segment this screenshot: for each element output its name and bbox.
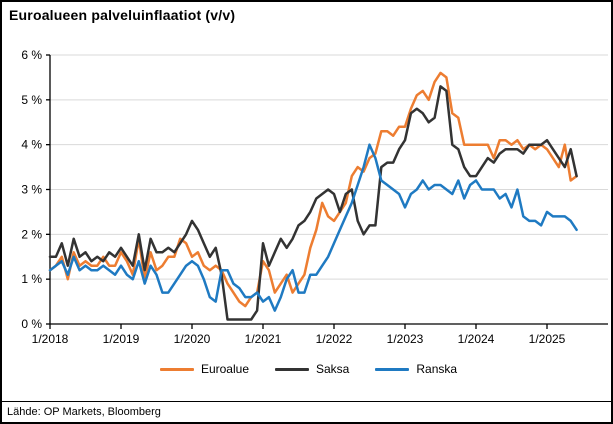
euroalue-line-swatch [159, 367, 194, 371]
y-tick-label: 5 % [21, 93, 42, 107]
y-tick-label: 4 % [21, 138, 42, 152]
x-tick-label: 1/2018 [32, 332, 69, 346]
saksa-line-swatch [275, 367, 309, 371]
x-tick-label: 1/2021 [245, 332, 282, 346]
y-tick-label: 2 % [21, 227, 42, 241]
chart-title: Euroalueen palveluinflaatiot (v/v) [9, 7, 236, 23]
y-tick-label: 6 % [21, 48, 42, 62]
x-tick-label: 1/2019 [103, 332, 140, 346]
legend-label-ranska: Ranska [416, 362, 458, 376]
x-tick-label: 1/2022 [316, 332, 353, 346]
legend-label-euroalue: Euroalue [200, 362, 249, 376]
x-tick-label: 1/2025 [529, 332, 566, 346]
x-tick-label: 1/2024 [458, 332, 495, 346]
legend-label-saksa: Saksa [316, 362, 350, 376]
legend-item-ranska: Ranska [375, 362, 457, 376]
x-tick-label: 1/2020 [174, 332, 211, 346]
y-tick-label: 1 % [21, 272, 42, 286]
y-tick-label: 3 % [21, 183, 42, 197]
y-tick-label: 0 % [21, 317, 42, 331]
x-tick-label: 1/2023 [387, 332, 424, 346]
source-text: Lähde: OP Markets, Bloomberg [7, 406, 161, 418]
series-line-ranska [48, 143, 578, 312]
legend-item-saksa: Saksa [275, 362, 349, 376]
ranska-line-swatch [375, 367, 410, 371]
source-bar: Lähde: OP Markets, Bloomberg [2, 401, 611, 422]
chart-legend: Euroalue Saksa Ranska [2, 362, 611, 376]
legend-item-euroalue: Euroalue [159, 362, 249, 376]
series-line-saksa [48, 85, 578, 321]
